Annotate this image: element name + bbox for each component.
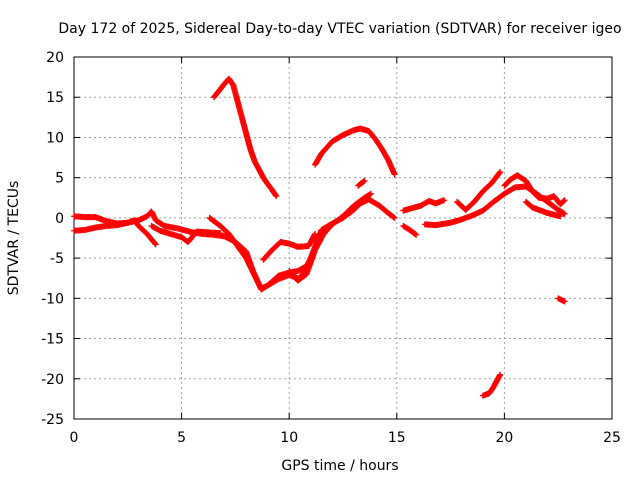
x-tick-label: 0	[70, 430, 79, 446]
x-axis-label: GPS time / hours	[281, 458, 398, 474]
x-tick-label: 20	[495, 430, 513, 446]
data-point	[312, 230, 319, 237]
data-point	[557, 213, 564, 220]
series-satellite-o	[522, 198, 564, 220]
series-satellite-d	[210, 75, 280, 200]
data-point	[497, 169, 504, 176]
x-tick-label: 5	[177, 430, 186, 446]
grid-lines	[74, 57, 612, 419]
y-axis-label: SDTVAR / TECUs	[6, 181, 22, 296]
data-point	[560, 197, 567, 204]
x-tick-label: 15	[388, 430, 406, 446]
series-satellite-h	[312, 125, 398, 178]
series-satellite-l	[421, 183, 568, 229]
data-point	[561, 298, 568, 305]
x-tick-label: 10	[280, 430, 298, 446]
series-satellite-b	[71, 217, 159, 248]
axis-ticks: 0 5 10 15 20 25 -25 -20 -15 -10 -5 0 5 10 15 20	[41, 50, 621, 446]
y-tick-label: 5	[55, 171, 64, 187]
data-point	[413, 231, 420, 238]
data-point	[561, 210, 568, 217]
y-tick-label: -5	[50, 251, 64, 267]
data-point	[496, 169, 503, 176]
data-point	[390, 214, 397, 221]
data-point	[367, 190, 374, 197]
data-point	[152, 241, 159, 248]
y-tick-label: 20	[46, 50, 64, 66]
series-satellite-p	[555, 295, 568, 305]
y-tick-label: 10	[46, 130, 64, 146]
series-satellite-g	[286, 190, 374, 284]
series-satellite-n	[501, 172, 568, 208]
data-point	[497, 371, 504, 378]
data-point	[361, 177, 368, 184]
data-point	[441, 197, 448, 204]
data-point	[391, 214, 398, 221]
series-satellite-j	[400, 222, 420, 238]
y-tick-label: 0	[55, 211, 64, 227]
data-point	[152, 240, 159, 247]
chart-title: Day 172 of 2025, Sidereal Day-to-day VTE…	[58, 21, 621, 37]
data-point	[391, 171, 398, 178]
data-point	[273, 193, 280, 200]
series-satellite-m	[454, 169, 504, 213]
y-tick-label: -15	[41, 332, 64, 348]
series-satellite-f	[260, 230, 319, 263]
data-point	[217, 230, 224, 237]
y-tick-label: 15	[46, 90, 64, 106]
series-satellite-c	[148, 222, 224, 246]
y-tick-label: -10	[41, 291, 64, 307]
plot-frame	[73, 56, 613, 420]
data-point	[360, 178, 367, 185]
y-tick-label: -20	[41, 372, 64, 388]
series-satellite-k	[400, 197, 448, 214]
x-tick-label: 25	[603, 430, 621, 446]
data-points	[71, 75, 568, 399]
series-satellite-i	[355, 177, 368, 189]
series-satellite-q	[479, 371, 504, 399]
y-tick-label: -25	[41, 412, 64, 428]
data-point	[561, 197, 568, 204]
data-point	[412, 231, 419, 238]
